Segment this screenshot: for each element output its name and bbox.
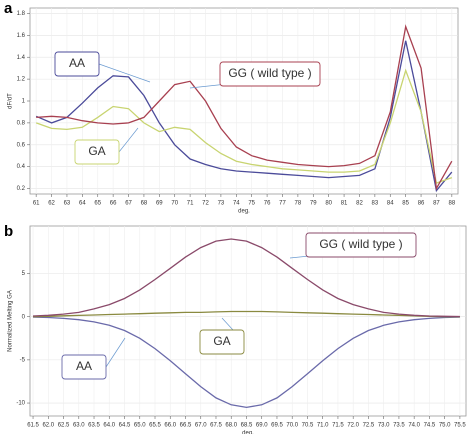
x-tick-label: 63 (64, 201, 71, 207)
x-tick-label: 77 (279, 201, 286, 207)
x-tick-label: 74.0 (408, 423, 420, 429)
annotation-box (54, 51, 100, 77)
annotation-box (219, 61, 321, 87)
data-line (32, 238, 460, 318)
x-tick-label: 61 (33, 201, 40, 207)
x-tick-label: 72.0 (347, 423, 359, 429)
x-tick-label: 66.5 (180, 423, 192, 429)
x-tick-label: 73.0 (378, 423, 390, 429)
x-tick-label: 68.0 (225, 423, 237, 429)
x-axis-label: deg. (242, 431, 254, 434)
x-tick-label: 76 (264, 201, 271, 207)
x-tick-label: 86 (418, 201, 425, 207)
y-tick-label: 0.6 (17, 142, 26, 148)
x-tick-label: 70.5 (302, 423, 314, 429)
y-tick-label: 1.4 (17, 55, 26, 61)
x-tick-label: 65.5 (149, 423, 161, 429)
x-tick-label: 65 (94, 201, 101, 207)
x-tick-label: 79 (310, 201, 317, 207)
x-tick-label: 70.0 (286, 423, 298, 429)
y-tick-label: 1 (22, 99, 26, 105)
y-tick-label: 1.2 (17, 77, 26, 83)
y-tick-label: 5 (22, 271, 26, 277)
x-tick-label: 68 (141, 201, 148, 207)
data-line (32, 310, 460, 318)
x-tick-label: 75.5 (454, 423, 466, 429)
x-tick-label: 64.0 (103, 423, 115, 429)
x-tick-label: 71.0 (317, 423, 329, 429)
y-tick-label: -10 (16, 401, 25, 407)
x-tick-label: 84 (387, 201, 394, 207)
annotation-label: GG ( wild type ) (319, 237, 402, 251)
data-line (32, 316, 460, 409)
x-tick-label: 69 (156, 201, 163, 207)
x-tick-label: 71 (187, 201, 194, 207)
x-tick-label: 80 (325, 201, 332, 207)
x-tick-label: 68.5 (241, 423, 253, 429)
plot-area (29, 225, 467, 417)
annotation-leader (118, 127, 139, 153)
y-axis-label: Normalized Melting GA (8, 290, 14, 352)
x-tick-label: 87 (433, 201, 440, 207)
x-tick-label: 64 (79, 201, 86, 207)
x-tick-label: 71.5 (332, 423, 344, 429)
x-tick-label: 69.0 (256, 423, 268, 429)
annotation-box (61, 354, 107, 380)
x-tick-label: 67.5 (210, 423, 222, 429)
annotation-label: AA (69, 56, 85, 70)
x-tick-label: 62.5 (58, 423, 70, 429)
x-tick-label: 74.5 (424, 423, 436, 429)
x-tick-label: 72.5 (363, 423, 375, 429)
x-tick-label: 75.0 (439, 423, 451, 429)
x-tick-label: 67 (125, 201, 132, 207)
data-line (35, 68, 453, 184)
x-tick-label: 63.0 (73, 423, 85, 429)
x-tick-label: 74 (233, 201, 240, 207)
annotation-label: GA (213, 334, 230, 348)
x-tick-label: 64.5 (119, 423, 131, 429)
y-tick-label: 0 (22, 314, 26, 320)
x-tick-label: 75 (248, 201, 255, 207)
x-tick-label: 82 (356, 201, 363, 207)
x-tick-label: 73 (218, 201, 225, 207)
panel-label: a (4, 0, 13, 17)
x-tick-label: 72 (202, 201, 209, 207)
y-tick-label: 1.8 (17, 11, 26, 17)
annotation-box (74, 139, 120, 165)
x-tick-label: 61.5 (27, 423, 39, 429)
annotation-label: GA (88, 144, 105, 158)
annotation-box (305, 232, 417, 258)
y-tick-label: 0.4 (17, 164, 26, 170)
x-tick-label: 67.0 (195, 423, 207, 429)
annotation-label: AA (76, 359, 92, 373)
y-tick-label: 0.8 (17, 120, 26, 126)
x-tick-label: 62.0 (42, 423, 54, 429)
annotation-leader (98, 63, 151, 83)
y-tick-label: 1.6 (17, 33, 26, 39)
panel-label: b (4, 223, 13, 240)
x-tick-label: 85 (402, 201, 409, 207)
x-tick-label: 83 (372, 201, 379, 207)
x-tick-label: 78 (295, 201, 302, 207)
y-tick-label: -5 (20, 357, 26, 363)
x-tick-label: 66 (110, 201, 117, 207)
y-tick-label: 0.2 (17, 186, 26, 192)
annotation-box (199, 329, 245, 355)
x-axis-label: deg. (238, 209, 250, 215)
x-tick-label: 70 (171, 201, 178, 207)
x-tick-label: 81 (341, 201, 348, 207)
annotation-label: GG ( wild type ) (228, 66, 311, 80)
x-tick-label: 69.5 (271, 423, 283, 429)
data-line (36, 24, 453, 191)
x-tick-label: 73.5 (393, 423, 405, 429)
annotation-leader (105, 337, 126, 368)
x-tick-label: 62 (48, 201, 55, 207)
x-tick-label: 66.0 (164, 423, 176, 429)
y-axis-label: dF/dT (8, 93, 14, 109)
x-tick-label: 65.0 (134, 423, 146, 429)
x-tick-label: 88 (448, 201, 455, 207)
x-tick-label: 63.5 (88, 423, 100, 429)
